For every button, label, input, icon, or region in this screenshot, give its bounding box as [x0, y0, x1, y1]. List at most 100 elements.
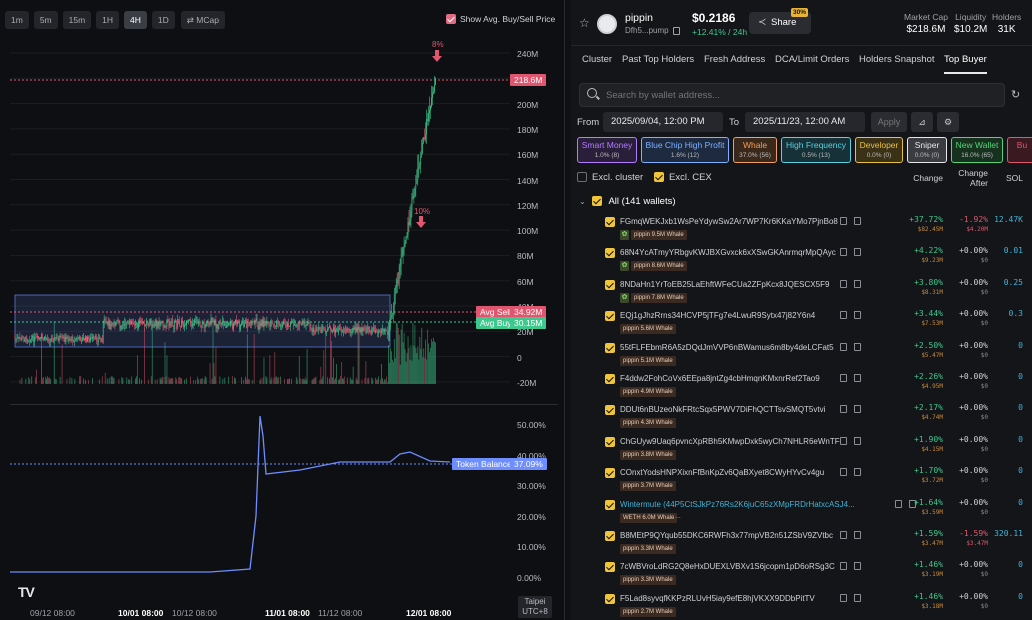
share-button[interactable]: ≺ Share — [749, 12, 811, 34]
wallet-address[interactable]: EQj1gJhzRrns34HCVP5jTFg7e4LwuR9Sytx47j82… — [620, 311, 816, 321]
external-link-icon[interactable] — [854, 436, 862, 445]
copy-icon[interactable] — [840, 279, 848, 288]
wallet-address[interactable]: 7cWBVroLdRG2Q8eHxDUEXLVBXv1S6jcopm1pD6oR… — [620, 562, 835, 572]
external-link-icon[interactable] — [854, 405, 862, 414]
filter-chip[interactable]: Blue Chip High Profit 1.6% (12) — [641, 137, 729, 163]
all-wallets-checkbox[interactable] — [592, 196, 603, 207]
filter-icon-button[interactable]: ⊿ — [911, 112, 933, 132]
pane-divider[interactable] — [10, 404, 558, 405]
table-row[interactable]: 7cWBVroLdRG2Q8eHxDUEXLVBXv1S6jcopm1pD6oR… — [571, 557, 1032, 588]
copy-icon[interactable] — [672, 26, 680, 35]
copy-icon[interactable] — [894, 499, 902, 508]
table-row[interactable]: 68N4YcATmyYRbgvKWJBXGvxck6xXSwGKAnrmqrMp… — [571, 243, 1032, 274]
row-checkbox[interactable] — [605, 217, 615, 227]
external-link-icon[interactable] — [854, 311, 862, 320]
filter-chip[interactable]: Developer 0.0% (0) — [855, 137, 903, 163]
tf-1m[interactable]: 1m — [5, 11, 29, 29]
wallet-address[interactable]: B8MEtP9QYqub55DKC6RWFh3x77mpVB2n51ZSbV9Z… — [620, 531, 834, 540]
copy-icon[interactable] — [840, 436, 848, 445]
col-change[interactable]: Change — [913, 173, 943, 183]
copy-icon[interactable] — [840, 531, 848, 539]
copy-icon[interactable] — [840, 405, 848, 414]
apply-button[interactable]: Apply — [871, 112, 907, 132]
external-link-icon[interactable] — [908, 499, 916, 508]
timezone-button[interactable]: Taipei UTC+8 — [518, 596, 552, 618]
settings-icon[interactable]: ⚙ — [937, 112, 959, 132]
wallet-address[interactable]: 8NDaHn1YrToEB25LaEhftWFeCUa2ZFpKcx8JQESC… — [620, 279, 830, 289]
row-checkbox[interactable] — [605, 499, 615, 510]
token-address[interactable]: Dfh5...pump — [625, 26, 680, 35]
copy-icon[interactable] — [840, 248, 848, 257]
filter-chip[interactable]: Smart Money 1.0% (8) — [577, 137, 637, 163]
table-row[interactable]: COnxtYodsHNPXixnFfBnKpZv6QaBXyet8CWyHYvC… — [571, 463, 1032, 494]
all-wallets-row[interactable]: ⌄ All (141 wallets) — [579, 196, 676, 207]
external-link-icon[interactable] — [854, 531, 862, 539]
table-row[interactable]: B8MEtP9QYqub55DKC6RWFh3x77mpVB2n51ZSbV9Z… — [571, 526, 1032, 557]
external-link-icon[interactable] — [854, 248, 862, 257]
row-checkbox[interactable] — [605, 279, 615, 290]
excl-cluster-checkbox[interactable] — [577, 172, 587, 182]
tab-top-buyer[interactable]: Top Buyer — [944, 54, 987, 74]
filter-chip[interactable]: High Frequency 0.5% (13) — [781, 137, 851, 163]
wallet-address[interactable]: 68N4YcATmyYRbgvKWJBXGvxck6xXSwGKAnrmqrMp… — [620, 248, 836, 258]
external-link-icon[interactable] — [854, 279, 862, 288]
col-change-after[interactable]: Change After — [947, 168, 988, 188]
filter-chip[interactable]: Whale 37.0% (56) — [733, 137, 777, 163]
tab-past-top-holders[interactable]: Past Top Holders — [622, 54, 695, 65]
wallet-address[interactable]: Wintermute (44P5CtSJkPz76Rs2K6juC65zXMpF… — [620, 499, 855, 509]
table-row[interactable]: F5Lad8syvqfKKPzRLUvH5iay9efE8hjVKXX9DDbP… — [571, 589, 1032, 620]
excl-cex-checkbox[interactable] — [654, 172, 664, 182]
col-sol[interactable]: SOL — [1005, 173, 1023, 183]
star-icon[interactable]: ☆ — [579, 16, 590, 30]
chevron-down-icon[interactable]: ⌄ — [579, 197, 586, 206]
external-link-icon[interactable] — [854, 342, 862, 351]
from-date-input[interactable]: 2025/09/04, 12:00 PM — [603, 112, 723, 132]
table-row[interactable]: ChGUyw9Uaq6pvncXpRBh5KMwpDxk5wyCh7NHLR6e… — [571, 432, 1032, 463]
copy-icon[interactable] — [840, 468, 848, 477]
row-checkbox[interactable] — [605, 311, 615, 322]
copy-icon[interactable] — [840, 374, 848, 382]
row-checkbox[interactable] — [605, 374, 615, 384]
wallet-address[interactable]: DDUt6nBUzeoNkFRtcSqx5PWV7DiFhQCTTsvSMQT5… — [620, 405, 826, 415]
external-link-icon[interactable] — [854, 562, 862, 571]
avg-price-checkbox[interactable] — [446, 14, 456, 24]
table-row[interactable]: 8NDaHn1YrToEB25LaEhftWFeCUa2ZFpKcx8JQESC… — [571, 275, 1032, 306]
tab-cluster[interactable]: Cluster — [582, 54, 613, 65]
copy-icon[interactable] — [840, 593, 848, 602]
wallet-address[interactable]: ChGUyw9Uaq6pvncXpRBh5KMwpDxk5wyCh7NHLR6e… — [620, 436, 840, 446]
table-row[interactable]: DDUt6nBUzeoNkFRtcSqx5PWV7DiFhQCTTsvSMQT5… — [571, 400, 1032, 431]
wallet-address[interactable]: 55tFLFEbmR6A5zDQdJmVVP6nBWamus6m8by4deLC… — [620, 342, 834, 352]
refresh-icon[interactable]: ↻ — [1011, 89, 1021, 101]
wallet-search-input[interactable] — [579, 83, 1005, 107]
wallet-address[interactable]: FGmqWEKJxb1WsPeYdywSw2Ar7WP7Kr6KKaYMo7Pj… — [620, 217, 838, 226]
tf-1h[interactable]: 1H — [96, 11, 120, 29]
tf-4h[interactable]: 4H — [124, 11, 147, 29]
row-checkbox[interactable] — [605, 248, 615, 259]
external-link-icon[interactable] — [854, 468, 862, 477]
row-checkbox[interactable] — [605, 342, 615, 353]
table-row[interactable]: FGmqWEKJxb1WsPeYdywSw2Ar7WP7Kr6KKaYMo7Pj… — [571, 212, 1032, 243]
copy-icon[interactable] — [840, 342, 848, 351]
tf-5m[interactable]: 5m — [33, 11, 58, 29]
tab-fresh-address[interactable]: Fresh Address — [704, 54, 766, 65]
row-checkbox[interactable] — [605, 436, 615, 447]
wallet-address[interactable]: F4ddw2FohCoVx6EEpa8jntZg4cbHmqnKMxnrRef2… — [620, 374, 820, 383]
to-date-input[interactable]: 2025/11/23, 12:00 AM — [745, 112, 865, 132]
external-link-icon[interactable] — [854, 593, 862, 602]
wallet-address[interactable]: F5Lad8syvqfKKPzRLUvH5iay9efE8hjVKXX9DDbP… — [620, 593, 815, 603]
table-row[interactable]: F4ddw2FohCoVx6EEpa8jntZg4cbHmqnKMxnrRef2… — [571, 369, 1032, 400]
row-checkbox[interactable] — [605, 468, 615, 479]
tf-15m[interactable]: 15m — [62, 11, 92, 29]
table-row[interactable]: Wintermute (44P5CtSJkPz76Rs2K6juC65zXMpF… — [571, 495, 1032, 526]
table-row[interactable]: EQj1gJhzRrns34HCVP5jTFg7e4LwuR9Sytx47j82… — [571, 306, 1032, 337]
external-link-icon[interactable] — [854, 374, 862, 382]
price-chart[interactable] — [10, 36, 558, 396]
copy-icon[interactable] — [840, 217, 848, 225]
row-checkbox[interactable] — [605, 593, 615, 604]
wallet-address[interactable]: COnxtYodsHNPXixnFfBnKpZv6QaBXyet8CWyHYvC… — [620, 468, 825, 478]
filter-chip[interactable]: Sniper 0.0% (0) — [907, 137, 947, 163]
avg-price-toggle[interactable]: Show Avg. Buy/Sell Price — [446, 14, 555, 24]
row-checkbox[interactable] — [605, 531, 615, 541]
row-checkbox[interactable] — [605, 562, 615, 573]
copy-icon[interactable] — [840, 311, 848, 320]
